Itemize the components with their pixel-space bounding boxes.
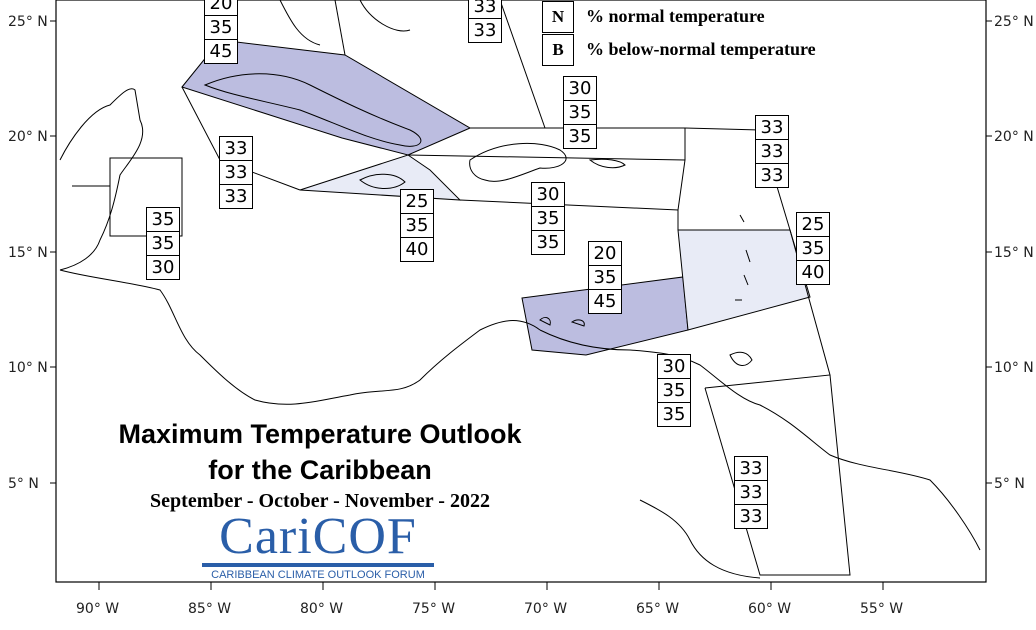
lat-label: 25° N (994, 14, 1034, 30)
tick-marks (50, 20, 992, 590)
lat-label: 10° N (994, 360, 1034, 376)
prob-box-partial-top-center: 33 33 (468, 0, 502, 43)
prob-value: 35 (658, 379, 690, 403)
prob-value: 35 (662, 404, 686, 425)
coastlines (59, 0, 981, 579)
legend-key: B (542, 33, 574, 66)
prob-box-lesser-antilles: 25 35 40 (796, 212, 830, 285)
prob-value: 35 (589, 266, 621, 290)
prob-value: 30 (658, 355, 690, 379)
prob-value: 25 (401, 190, 433, 214)
prob-value: 35 (568, 126, 592, 147)
prob-value: 20 (589, 242, 621, 266)
legend-key: N (542, 0, 574, 33)
prob-value: 40 (801, 262, 825, 283)
prob-box-leeward-east: 33 33 33 (755, 115, 789, 188)
prob-value: 45 (593, 291, 617, 312)
prob-box-partial-top-left: 20 35 45 (204, 0, 238, 64)
region-lesser-antilles-shaded (677, 229, 811, 331)
logo-divider (202, 563, 434, 567)
lon-label: 90° W (76, 601, 119, 617)
logo-subtitle: CARIBBEAN CLIMATE OUTLOOK FORUM (211, 569, 425, 581)
prob-value: 33 (473, 20, 497, 41)
prob-value: 35 (147, 232, 179, 256)
prob-value: 33 (756, 140, 788, 164)
prob-value: 35 (532, 207, 564, 231)
prob-box-guianas: 33 33 33 (734, 456, 768, 529)
prob-value: 33 (735, 481, 767, 505)
lat-labels-right: 25° N 20° N 15° N 10° N 5° N (994, 14, 1034, 492)
lat-labels-left: 25° N 20° N 15° N 10° N 5° N (8, 14, 48, 492)
lon-label: 70° W (524, 601, 567, 617)
prob-value: 35 (536, 232, 560, 253)
lon-label: 60° W (748, 601, 791, 617)
lat-label: 15° N (8, 245, 48, 261)
lat-label: 10° N (8, 360, 48, 376)
prob-box-bahamas-east: 30 35 35 (563, 76, 597, 149)
prob-box-central-america: 35 35 30 (146, 207, 180, 280)
prob-box-western-caribbean: 33 33 33 (219, 136, 253, 209)
lon-labels: 90° W 85° W 80° W 75° W 70° W 65° W 60° … (76, 601, 903, 617)
prob-value: 33 (756, 116, 788, 140)
map-frame (55, 0, 987, 583)
map-title: Maximum Temperature Outlook (118, 419, 522, 449)
prob-value: 35 (564, 101, 596, 125)
legend: N % normal temperature B % below-normal … (542, 0, 816, 66)
prob-value: 35 (147, 208, 179, 232)
prob-value: 33 (224, 186, 248, 207)
prob-value: 40 (405, 239, 429, 260)
prob-value: 45 (209, 41, 233, 62)
prob-value: 35 (401, 214, 433, 238)
lat-label: 20° N (8, 129, 48, 145)
prob-value: 33 (739, 506, 763, 527)
caricof-logo: CariCOF CARIBBEAN CLIMATE OUTLOOK FORUM (202, 508, 434, 581)
prob-value: 33 (220, 137, 252, 161)
prob-value: 33 (760, 165, 784, 186)
prob-value: 33 (220, 161, 252, 185)
legend-text: % normal temperature (586, 6, 765, 26)
map-period: September - October - November - 2022 (150, 490, 490, 512)
map-title-line2: for the Caribbean (208, 455, 432, 485)
logo-wordmark: CariCOF (219, 508, 417, 565)
prob-value: 33 (469, 0, 501, 19)
prob-box-abc-islands: 20 35 45 (588, 241, 622, 314)
lat-label: 25° N (8, 14, 48, 30)
lat-label: 5° N (994, 476, 1025, 492)
region-abc-shaded (521, 276, 689, 356)
prob-value: 30 (151, 257, 175, 278)
prob-box-hispaniola: 30 35 35 (531, 182, 565, 255)
lon-label: 55° W (860, 601, 903, 617)
prob-value: 25 (797, 213, 829, 237)
lat-label: 20° N (994, 129, 1034, 145)
prob-value: 35 (205, 16, 237, 40)
prob-value: 35 (797, 237, 829, 261)
lon-label: 80° W (300, 601, 343, 617)
prob-box-trinidad: 30 35 35 (657, 354, 691, 427)
lon-label: 85° W (188, 601, 231, 617)
legend-item-normal: N % normal temperature (542, 0, 816, 33)
prob-value: 33 (735, 457, 767, 481)
lat-label: 15° N (994, 245, 1034, 261)
lat-label: 5° N (8, 476, 39, 492)
prob-value: 30 (532, 183, 564, 207)
legend-text: % below-normal temperature (586, 39, 816, 59)
lon-label: 65° W (636, 601, 679, 617)
region-jamaica-shaded (299, 154, 462, 201)
legend-item-below: B % below-normal temperature (542, 33, 816, 66)
prob-box-jamaica: 25 35 40 (400, 189, 434, 262)
lon-label: 75° W (412, 601, 455, 617)
prob-value: 30 (564, 77, 596, 101)
prob-value: 20 (205, 0, 237, 16)
